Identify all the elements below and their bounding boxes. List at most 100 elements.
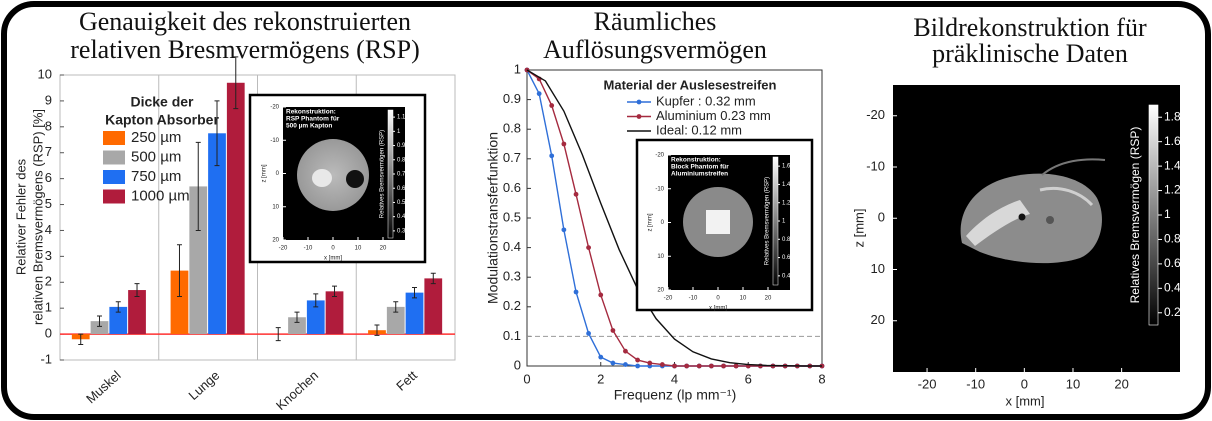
y-tick-label: 10 xyxy=(871,261,885,276)
y-tick-label: -1 xyxy=(40,351,52,366)
point xyxy=(586,245,591,251)
colorbar-tick-label: 0.2 xyxy=(1164,305,1181,319)
point xyxy=(721,363,726,369)
colorbar-tick-label: 1.2 xyxy=(782,200,791,206)
error-bar xyxy=(78,333,84,345)
colorbar-tick-label: 1 xyxy=(397,129,401,135)
point xyxy=(549,103,555,108)
point xyxy=(549,153,555,159)
y-tick-label: 0.6 xyxy=(503,180,521,195)
point xyxy=(708,363,714,369)
x-tick-label: 20 xyxy=(765,296,772,302)
bar xyxy=(170,270,189,335)
x-tick-label: 0 xyxy=(1021,376,1028,391)
y-tick-label: 0.5 xyxy=(503,209,521,224)
x-tick-label: -10 xyxy=(966,376,985,391)
legend-swatch xyxy=(103,131,125,145)
point xyxy=(635,357,641,363)
insert-bright xyxy=(312,169,332,187)
y-tick-label: 1 xyxy=(45,300,52,315)
y-tick-label: 20 xyxy=(272,238,279,244)
point xyxy=(610,360,616,366)
x-tick-label: -20 xyxy=(279,246,288,252)
series-line xyxy=(526,69,822,367)
point xyxy=(586,331,591,336)
error-bar xyxy=(313,293,319,308)
error-bar xyxy=(214,100,220,167)
y-axis-label: relativen Bremsvermögens (RSP) [%] xyxy=(30,109,45,325)
colorbar-tick-label: 0.6 xyxy=(1164,256,1181,270)
y-tick-label: 1 xyxy=(514,61,521,76)
bar xyxy=(109,306,128,335)
colorbar xyxy=(772,156,779,286)
y-tick-label: 0.4 xyxy=(503,239,521,254)
chart-title: präklinische Daten xyxy=(932,39,1128,68)
y-tick-label: 0.7 xyxy=(503,150,521,165)
colorbar-tick-label: 0.8 xyxy=(782,237,791,243)
x-tick-label: 10 xyxy=(1066,376,1080,391)
y-tick-label: 20 xyxy=(871,312,885,327)
colorbar-tick-label: 0.3 xyxy=(397,228,406,234)
colorbar-tick-label: 0.4 xyxy=(1164,281,1181,295)
error-bar xyxy=(393,301,399,313)
chart-title: Bildrekonstruktion für xyxy=(913,13,1147,42)
y-tick-label: 10 xyxy=(272,204,279,210)
x-tick-label: Lunge xyxy=(186,368,223,403)
point xyxy=(573,191,579,197)
y-axis-label: Modulationstransferfunktion xyxy=(485,132,501,304)
y-tick-label: 20 xyxy=(657,288,664,294)
legend-marker xyxy=(636,114,642,119)
colorbar-tick-label: 1.4 xyxy=(782,182,791,188)
colorbar-tick-label: 0.4 xyxy=(782,273,791,279)
bar xyxy=(288,317,306,335)
y-tick-label: 0 xyxy=(45,326,52,341)
x-tick-label: 0 xyxy=(523,371,530,386)
x-tick-label: 20 xyxy=(380,246,387,252)
x-tick-label: 20 xyxy=(1114,376,1128,391)
x-tick-label: 10 xyxy=(740,296,747,302)
y-tick-label: -10 xyxy=(866,158,885,173)
legend-label: 750 µm xyxy=(131,168,181,185)
error-bar xyxy=(96,315,102,327)
colorbar-tick-label: 0.5 xyxy=(397,200,406,206)
point xyxy=(610,328,616,333)
colorbar-tick-label: 1.6 xyxy=(1164,134,1181,148)
x-tick-label: Muskel xyxy=(83,368,124,407)
x-tick-label: 6 xyxy=(745,371,752,386)
y-tick-label: 10 xyxy=(38,66,52,81)
colorbar-tick-label: 1 xyxy=(1164,207,1171,221)
insert-dark xyxy=(346,170,364,188)
y-tick-label: 0 xyxy=(661,220,665,226)
point xyxy=(536,91,542,97)
y-tick-label: 7 xyxy=(45,144,52,159)
chart-title: Räumliches xyxy=(594,7,717,36)
point xyxy=(573,289,579,295)
colorbar-label: Relatives Bremsvermögen (RSP) xyxy=(765,177,771,265)
tissue xyxy=(960,173,1102,264)
bar xyxy=(405,292,424,335)
x-tick-label: Knochen xyxy=(273,368,321,413)
y-axis-label: Relativer Fehler des xyxy=(13,158,28,275)
y-tick-label: -20 xyxy=(866,107,885,122)
point xyxy=(635,363,641,369)
y-tick-label: -10 xyxy=(655,186,664,192)
point xyxy=(684,363,690,369)
y-tick-label: 5 xyxy=(45,196,52,211)
y-tick-label: 3 xyxy=(45,248,52,263)
x-axis-label: x [mm] xyxy=(709,305,727,311)
x-axis-label: Frequenz (lp mm⁻¹) xyxy=(614,387,737,403)
bar xyxy=(306,300,325,335)
bar xyxy=(128,290,146,335)
x-tick-label: -20 xyxy=(664,296,673,302)
colorbar-tick-label: 0.8 xyxy=(1164,232,1181,246)
legend-swatch xyxy=(103,150,125,165)
legend-title: Dicke der xyxy=(130,94,194,110)
error-bar xyxy=(412,286,418,299)
inset-title: 500 µm Kapton xyxy=(286,123,332,130)
x-tick-label: 2 xyxy=(597,371,604,386)
point xyxy=(659,362,665,367)
inset-title: Rekonstruktion: xyxy=(286,109,336,116)
error-bar xyxy=(430,272,436,285)
